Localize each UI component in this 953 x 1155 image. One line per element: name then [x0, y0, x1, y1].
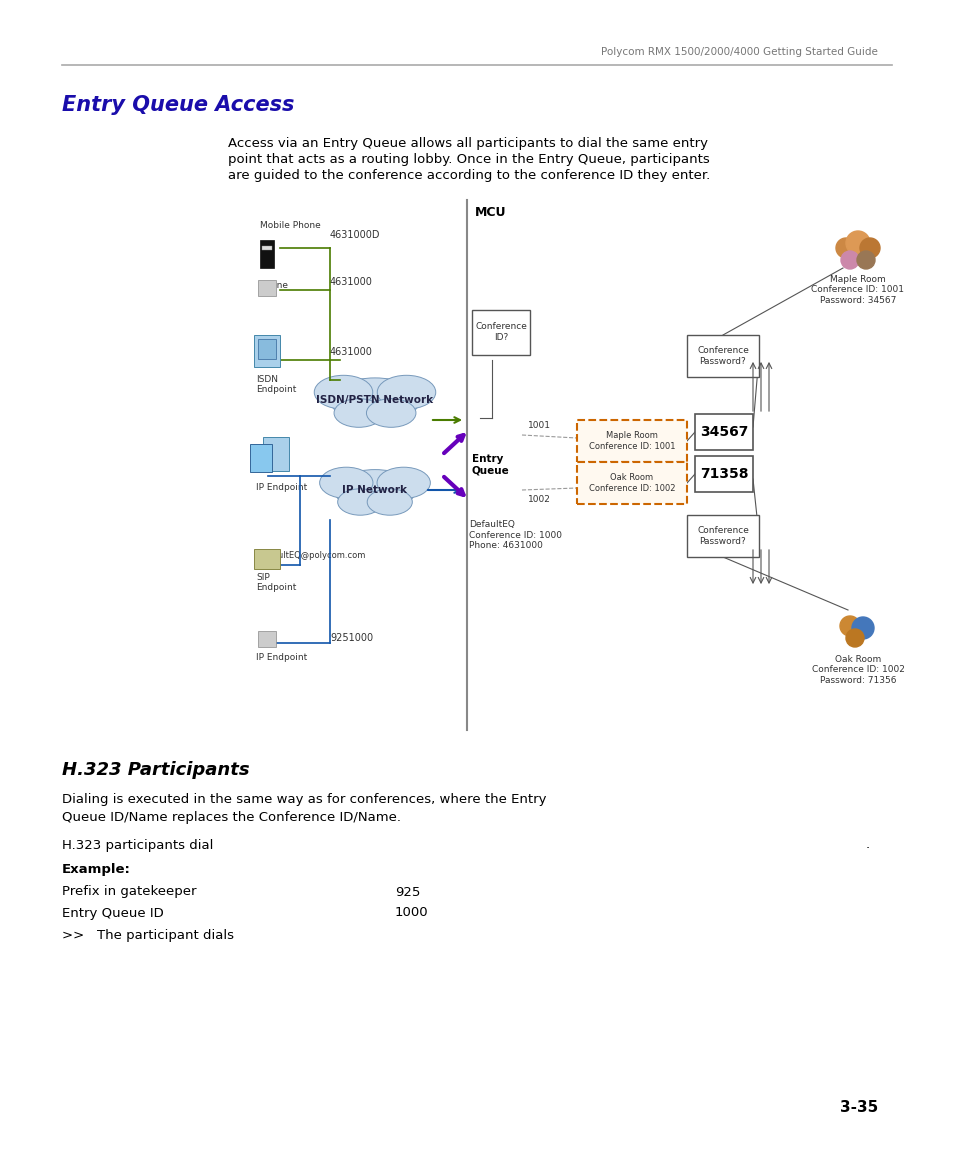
Ellipse shape: [337, 489, 382, 515]
FancyBboxPatch shape: [262, 246, 272, 249]
Text: .: .: [865, 839, 869, 851]
Text: Conference
Password?: Conference Password?: [697, 527, 748, 545]
Ellipse shape: [367, 489, 412, 515]
Text: Mobile Phone: Mobile Phone: [260, 221, 320, 230]
Text: MCU: MCU: [475, 207, 506, 219]
FancyBboxPatch shape: [257, 340, 275, 359]
FancyBboxPatch shape: [257, 631, 275, 647]
Ellipse shape: [376, 375, 436, 409]
Circle shape: [845, 629, 863, 647]
Text: Example:: Example:: [62, 864, 131, 877]
Ellipse shape: [334, 470, 416, 511]
Text: Access via an Entry Queue allows all participants to dial the same entry: Access via an Entry Queue allows all par…: [228, 137, 707, 150]
Text: 4631000D: 4631000D: [330, 230, 380, 240]
Text: Entry
Queue: Entry Queue: [472, 454, 509, 476]
Text: IP Endpoint: IP Endpoint: [255, 483, 307, 492]
FancyBboxPatch shape: [577, 420, 686, 462]
Text: IP Network: IP Network: [342, 485, 407, 495]
FancyBboxPatch shape: [686, 335, 759, 377]
FancyBboxPatch shape: [253, 549, 280, 569]
Text: 4631000: 4631000: [330, 346, 373, 357]
FancyBboxPatch shape: [257, 280, 275, 296]
Text: SIP: SIP: [255, 574, 270, 582]
Text: Endpoint: Endpoint: [255, 385, 296, 394]
Text: 1000: 1000: [395, 907, 428, 919]
Text: 3-35: 3-35: [839, 1101, 877, 1116]
Text: DefaultEQ@polycom.com: DefaultEQ@polycom.com: [257, 551, 365, 559]
Ellipse shape: [366, 398, 416, 427]
FancyBboxPatch shape: [472, 310, 530, 355]
Text: point that acts as a routing lobby. Once in the Entry Queue, participants: point that acts as a routing lobby. Once…: [228, 154, 709, 166]
Text: Entry Queue Access: Entry Queue Access: [62, 95, 294, 116]
Text: Maple Room
Conference ID: 1001: Maple Room Conference ID: 1001: [588, 431, 675, 450]
Text: ISDN: ISDN: [255, 375, 277, 385]
Circle shape: [859, 238, 879, 258]
FancyBboxPatch shape: [577, 462, 686, 504]
Ellipse shape: [319, 468, 373, 499]
Text: 9251000: 9251000: [330, 471, 373, 480]
Text: H.323 participants dial: H.323 participants dial: [62, 839, 213, 851]
FancyBboxPatch shape: [695, 456, 752, 492]
Circle shape: [851, 617, 873, 639]
Text: H.323 Participants: H.323 Participants: [62, 761, 250, 778]
Text: Oak Room
Conference ID: 1002: Oak Room Conference ID: 1002: [588, 474, 675, 493]
Text: Entry Queue ID: Entry Queue ID: [62, 907, 164, 919]
Text: Maple Room
Conference ID: 1001
Password: 34567: Maple Room Conference ID: 1001 Password:…: [811, 275, 903, 305]
Text: >>   The participant dials: >> The participant dials: [62, 929, 233, 941]
Text: 9251000: 9251000: [330, 633, 373, 643]
Text: Oak Room
Conference ID: 1002
Password: 71356: Oak Room Conference ID: 1002 Password: 7…: [811, 655, 903, 685]
Ellipse shape: [330, 378, 419, 422]
FancyBboxPatch shape: [250, 444, 272, 472]
Text: Endpoint: Endpoint: [255, 582, 296, 591]
Circle shape: [840, 616, 859, 636]
Ellipse shape: [334, 398, 383, 427]
FancyBboxPatch shape: [695, 413, 752, 450]
Circle shape: [845, 231, 869, 255]
Text: Polycom RMX 1500/2000/4000 Getting Started Guide: Polycom RMX 1500/2000/4000 Getting Start…: [600, 47, 877, 57]
Text: 925: 925: [395, 886, 420, 899]
Text: 4631000: 4631000: [330, 277, 373, 286]
FancyBboxPatch shape: [686, 515, 759, 557]
Circle shape: [841, 251, 858, 269]
Text: Conference
Password?: Conference Password?: [697, 346, 748, 366]
Text: IP Endpoint: IP Endpoint: [255, 654, 307, 663]
FancyBboxPatch shape: [263, 437, 289, 471]
Text: ISDN/PSTN Network: ISDN/PSTN Network: [316, 395, 433, 405]
Text: Dialing is executed in the same way as for conferences, where the Entry: Dialing is executed in the same way as f…: [62, 793, 546, 806]
Circle shape: [835, 238, 855, 258]
Text: Prefix in gatekeeper: Prefix in gatekeeper: [62, 886, 196, 899]
Text: 1002: 1002: [527, 495, 550, 505]
Ellipse shape: [314, 375, 373, 409]
Text: DefaultEQ
Conference ID: 1000
Phone: 4631000: DefaultEQ Conference ID: 1000 Phone: 463…: [469, 520, 561, 550]
Text: 71358: 71358: [699, 467, 747, 480]
Text: 34567: 34567: [700, 425, 747, 439]
Text: Phone: Phone: [260, 281, 288, 290]
Circle shape: [856, 251, 874, 269]
Text: are guided to the conference according to the conference ID they enter.: are guided to the conference according t…: [228, 170, 709, 182]
FancyBboxPatch shape: [260, 240, 274, 268]
Text: 1001: 1001: [527, 420, 550, 430]
FancyBboxPatch shape: [253, 335, 280, 367]
Ellipse shape: [376, 468, 430, 499]
Text: Queue ID/Name replaces the Conference ID/Name.: Queue ID/Name replaces the Conference ID…: [62, 811, 400, 824]
Text: Conference
ID?: Conference ID?: [475, 322, 526, 342]
